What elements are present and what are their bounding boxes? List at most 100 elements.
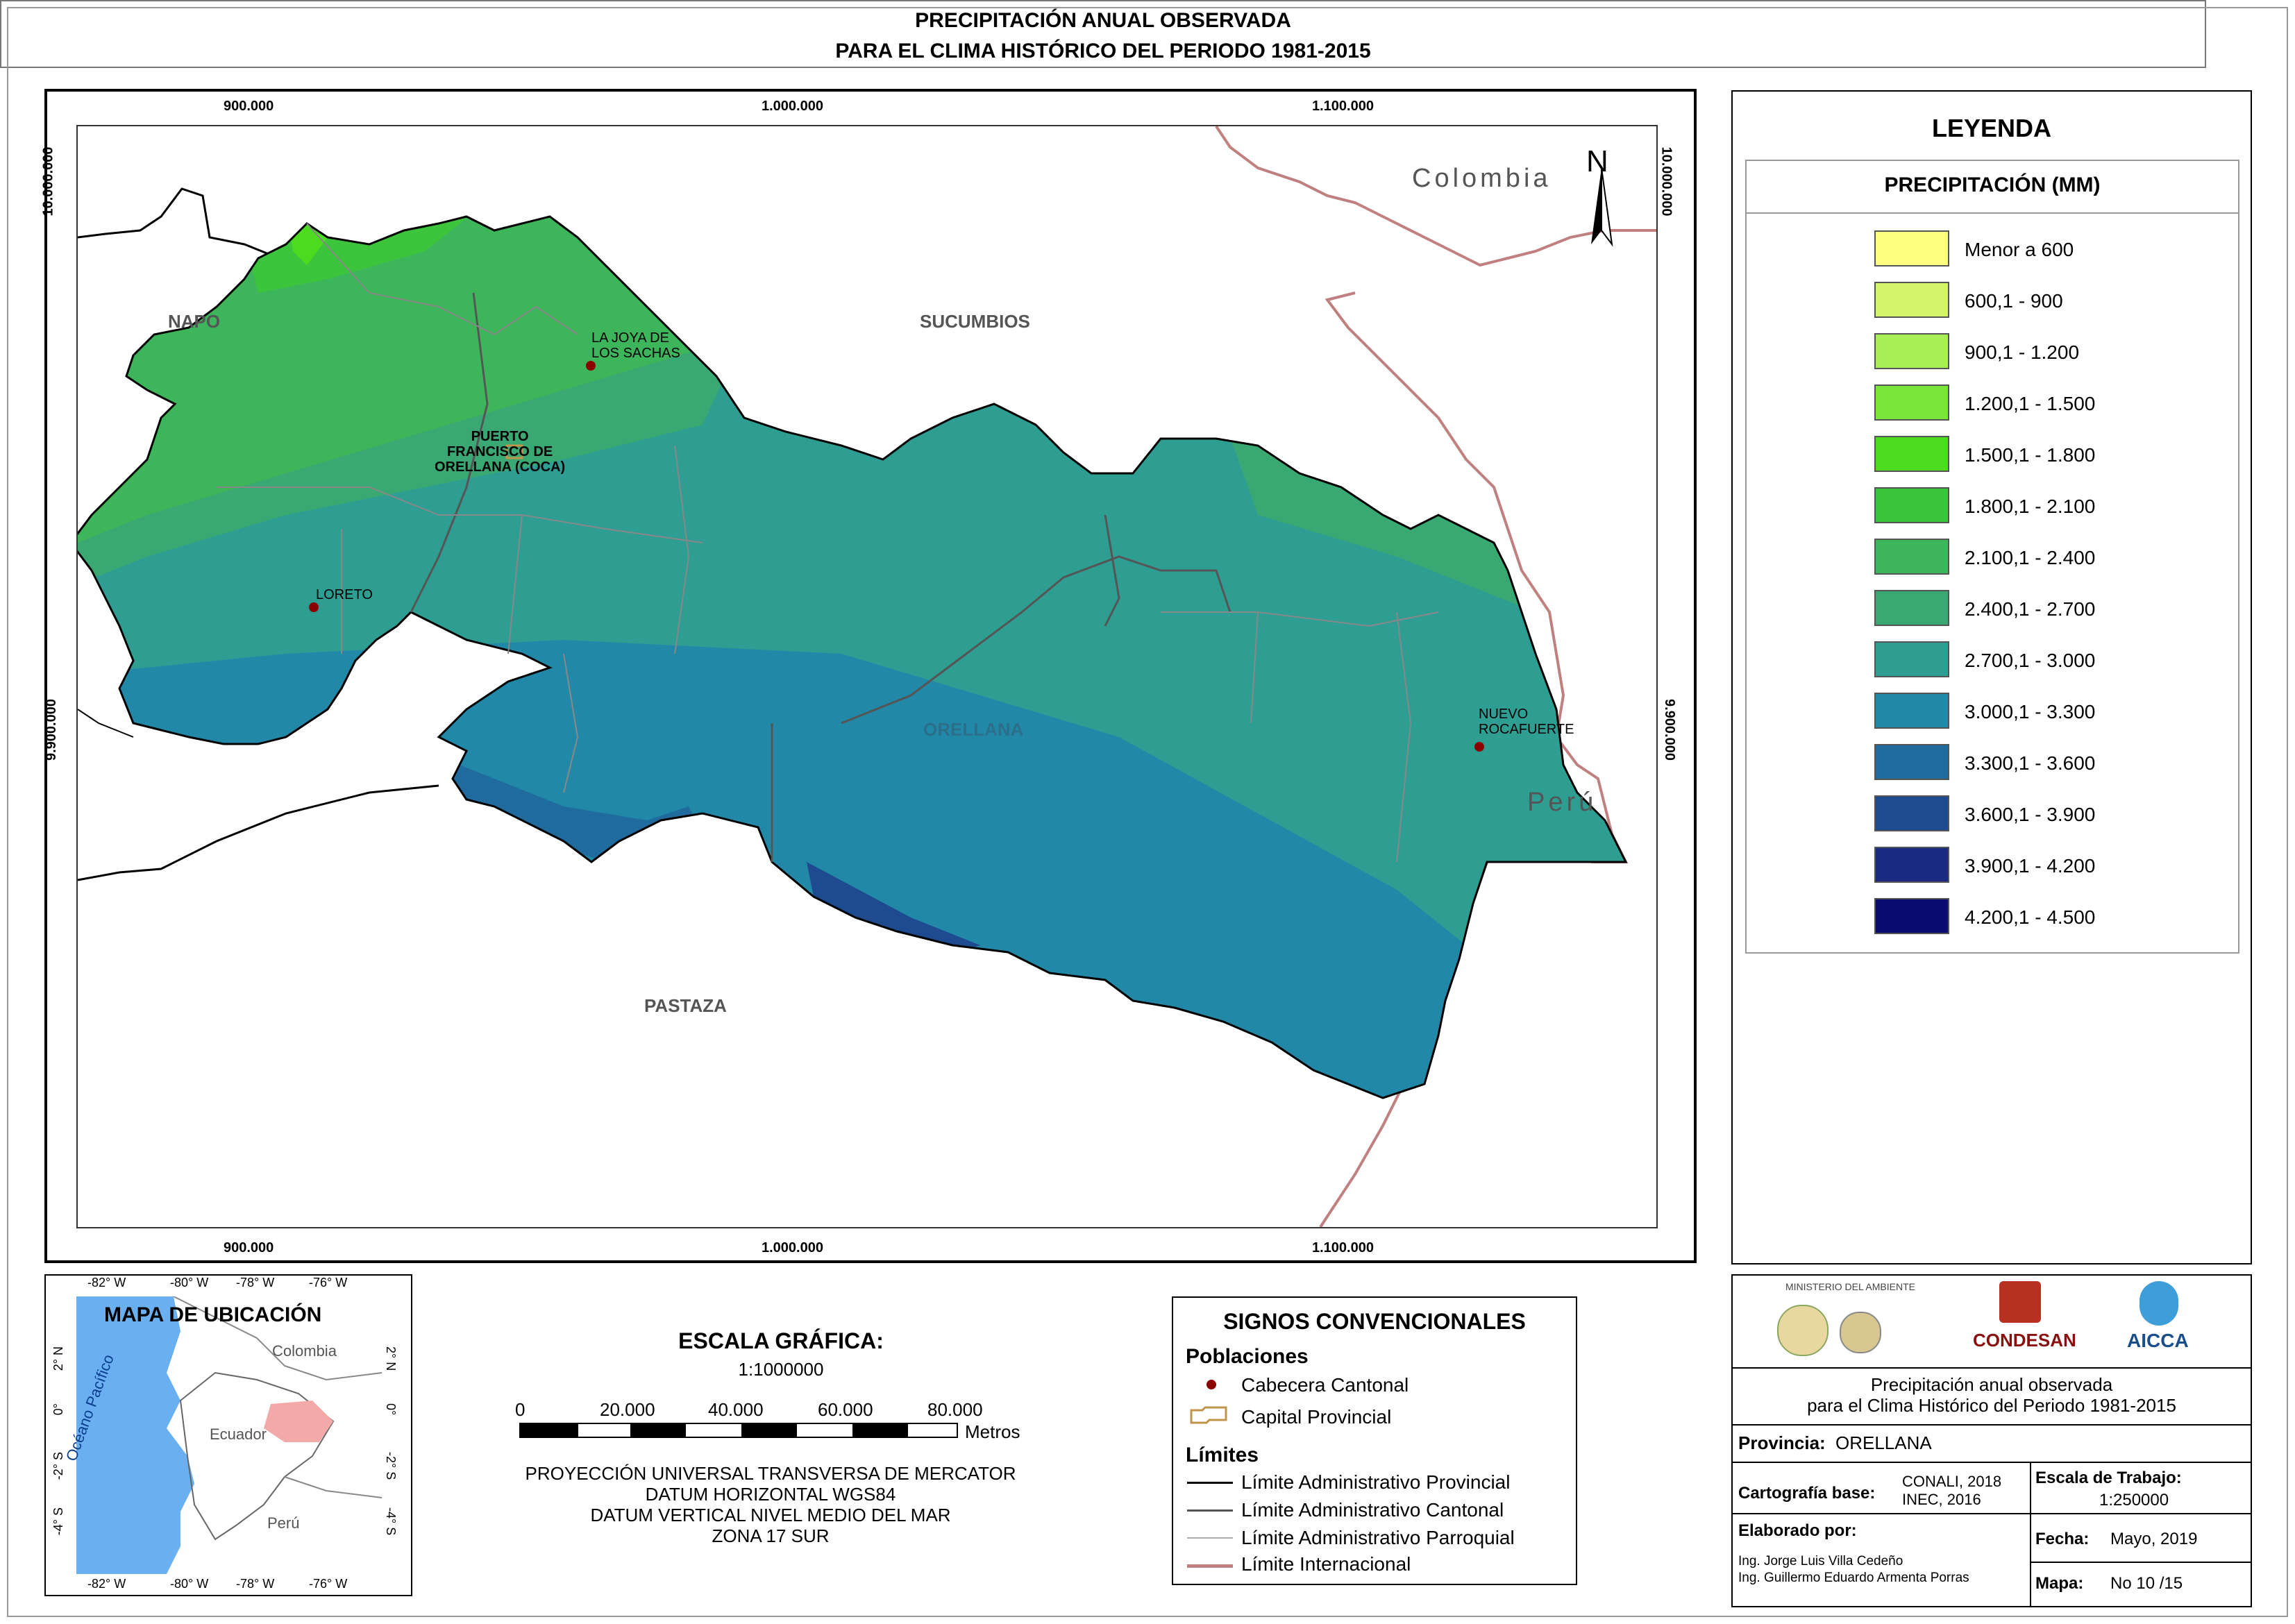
legend-label: 1.800,1 - 2.100 — [1965, 496, 2096, 517]
scale-ratio: 1:1000000 — [738, 1359, 824, 1380]
coord-top-1000: 1.000.000 — [762, 99, 823, 114]
legend-label: 3.600,1 - 3.900 — [1965, 804, 2096, 825]
page-frame — [7, 7, 2288, 1617]
projection-line-2: DATUM HORIZONTAL WGS84 — [645, 1484, 896, 1505]
legend-label: 3.900,1 - 4.200 — [1965, 855, 2096, 877]
info-divider-1 — [1731, 1367, 2252, 1369]
legend-label: 2.100,1 - 2.400 — [1965, 547, 2096, 568]
town-label-joya: LA JOYA DE LOS SACHAS — [591, 330, 680, 361]
symbols-cabecera: Cabecera Cantonal — [1241, 1374, 1409, 1396]
inset-lon-top-80: -80° W — [170, 1276, 209, 1289]
legend-subtitle: PRECIPITACIÓN (MM) — [1884, 174, 2101, 196]
cantonal-line-1 — [410, 292, 489, 613]
inset-lat-left-2n: 2° N — [51, 1346, 65, 1371]
scale-tick-20000: 20.000 — [600, 1399, 655, 1420]
legend-swatch — [1874, 333, 1949, 369]
international-border-colombia — [1215, 126, 1656, 267]
town-marker-loreto — [309, 602, 319, 612]
legend-swatch — [1874, 230, 1949, 267]
inset-title: MAPA DE UBICACIÓN — [104, 1303, 322, 1326]
legend-label: Menor a 600 — [1965, 239, 2074, 260]
symbols-parroquial: Límite Administrativo Parroquial — [1241, 1527, 1515, 1548]
region-sucumbios: SUCUMBIOS — [920, 311, 1030, 332]
parish-line-6 — [1161, 611, 1439, 627]
parish-line-5 — [563, 653, 579, 793]
napo-boundary-line — [78, 187, 308, 280]
country-colombia: Colombia — [1412, 164, 1552, 193]
inset-lon-bottom-82: -82° W — [87, 1577, 126, 1591]
inset-lon-top-76: -76° W — [309, 1276, 348, 1289]
elaborado-line-2: Ing. Guillermo Eduardo Armenta Porras — [1738, 1571, 1969, 1585]
symbols-limites: Límites — [1186, 1444, 1259, 1466]
inset-lon-bottom-80: -80° W — [170, 1577, 209, 1591]
legend-swatch — [1874, 436, 1949, 472]
inset-lon-bottom-76: -76° W — [309, 1577, 348, 1591]
cartografia-line-2: INEC, 2016 — [1902, 1491, 1981, 1508]
inset-label-peru: Perú — [267, 1514, 300, 1532]
scale-tick-60000: 60.000 — [818, 1399, 873, 1420]
legend-swatch — [1874, 590, 1949, 626]
coord-bottom-1100: 1.100.000 — [1312, 1240, 1374, 1255]
orellana-province-outline — [78, 215, 1628, 1099]
scale-unit: Metros — [965, 1421, 1020, 1442]
legend-swatch — [1874, 282, 1949, 318]
legend-swatch — [1874, 641, 1949, 677]
internacional-line-icon — [1187, 1564, 1233, 1568]
legend-swatch — [1874, 795, 1949, 831]
cartografia-value: CONALI, 2018 INEC, 2016 — [1902, 1473, 2001, 1509]
legend-label: 2.700,1 - 3.000 — [1965, 650, 2096, 671]
provincia-value: ORELLANA — [1835, 1432, 1932, 1453]
scale-title: ESCALA GRÁFICA: — [678, 1328, 884, 1353]
main-map-inner-frame — [76, 125, 1658, 1228]
inset-lat-right-4s: -4° S — [384, 1507, 398, 1536]
description-line-1: Precipitación anual observada — [1870, 1374, 2113, 1395]
legend-label: 600,1 - 900 — [1965, 290, 2063, 312]
info-divider-2 — [1731, 1424, 2252, 1426]
info-frame — [1731, 1274, 2252, 1607]
cantonal-line-icon — [1187, 1509, 1233, 1512]
legend-label: 1.500,1 - 1.800 — [1965, 444, 2096, 466]
escala-label: Escala de Trabajo: — [2035, 1469, 2182, 1487]
scale-tick-0: 0 — [515, 1399, 526, 1420]
inset-lat-right-2s: -2° S — [384, 1452, 398, 1480]
main-map-frame — [44, 89, 1697, 1263]
condesan-logo-icon — [1999, 1281, 2041, 1323]
inset-lat-right-2n: 2° N — [384, 1346, 398, 1371]
legend-swatch — [1874, 847, 1949, 883]
pastaza-boundary-line-2 — [78, 709, 134, 738]
legend-title: LEYENDA — [1931, 114, 2052, 142]
mapa-label: Mapa: — [2035, 1574, 2084, 1593]
cartografia-label: Cartografía base: — [1738, 1484, 1876, 1503]
region-napo: NAPO — [168, 311, 221, 332]
country-peru: Perú — [1527, 788, 1597, 817]
town-label-loreto: LORETO — [316, 587, 373, 602]
parroquial-line-icon — [1187, 1537, 1233, 1539]
escala-value: 1:250000 — [2099, 1491, 2169, 1509]
inset-map — [76, 1296, 382, 1574]
legend-swatch — [1874, 898, 1949, 934]
inset-label-colombia: Colombia — [272, 1342, 337, 1360]
town-label-coca: PUERTO FRANCISCO DE ORELLANA (COCA) — [435, 429, 566, 475]
legend-swatch — [1874, 487, 1949, 523]
legend-divider — [1745, 212, 2239, 214]
legend-swatch — [1874, 384, 1949, 421]
international-border-east — [1325, 291, 1629, 863]
coord-top-1100: 1.100.000 — [1312, 99, 1374, 114]
parish-line-1 — [217, 487, 703, 543]
town-marker-joya — [586, 361, 596, 371]
projection-line-1: PROYECCIÓN UNIVERSAL TRANSVERSA DE MERCA… — [525, 1463, 1016, 1484]
parish-line-2 — [507, 514, 523, 654]
cabecera-icon — [1207, 1380, 1216, 1389]
symbols-poblaciones: Poblaciones — [1186, 1345, 1309, 1368]
symbols-provincial: Límite Administrativo Provincial — [1241, 1471, 1511, 1493]
band-3300-3600-b — [807, 862, 980, 959]
scale-bar — [519, 1423, 958, 1438]
capital-marker-coca — [505, 444, 523, 459]
inset-ocean — [76, 1296, 194, 1574]
inset-lat-left-4s: -4° S — [51, 1507, 65, 1536]
map-title-line2: PARA EL CLIMA HISTÓRICO DEL PERIODO 1981… — [835, 40, 1371, 62]
inset-lon-top-78: -78° W — [236, 1276, 275, 1289]
mapa-value: No 10 /15 — [2110, 1574, 2183, 1593]
legend-label: 4.200,1 - 4.500 — [1965, 906, 2096, 928]
elaborado-line-1: Ing. Jorge Luis Villa Cedeño — [1738, 1554, 1903, 1568]
